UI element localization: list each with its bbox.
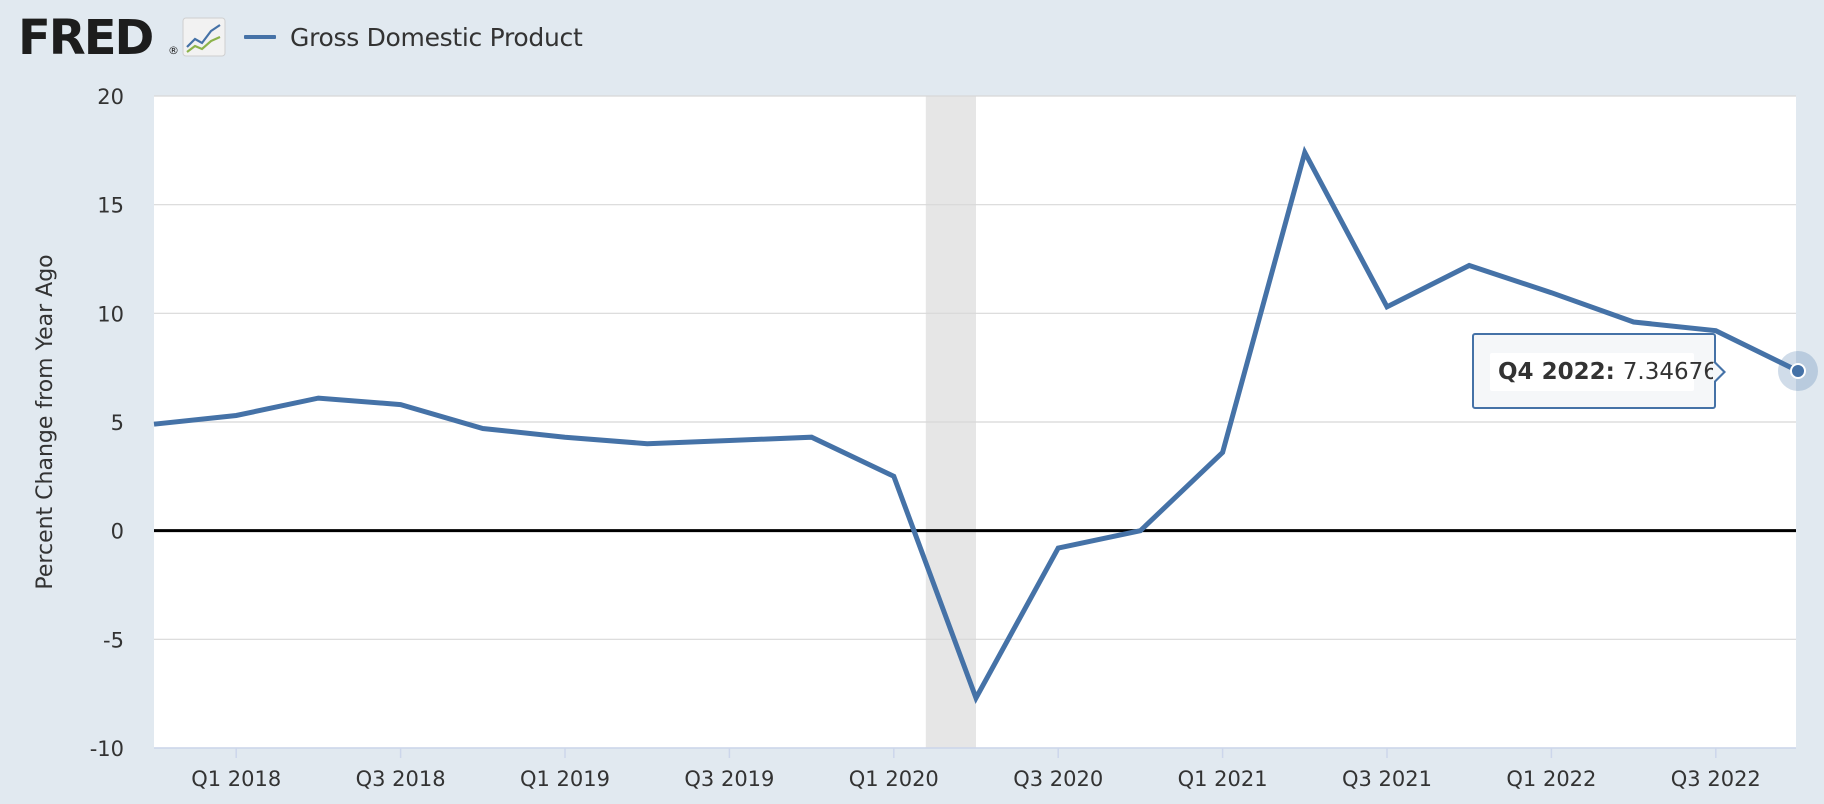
tooltip-label: Q4 2022: [1498, 359, 1615, 385]
line-graph-icon [182, 17, 226, 57]
legend-swatch [244, 35, 276, 39]
x-axis-ticks: Q1 2018 Q3 2018 Q1 2019 Q3 2019 Q1 2020 Q3 20… [191, 748, 1761, 791]
tooltip-content: Q4 2022: 7.34676 [1490, 353, 1718, 391]
x-tick-label: Q1 2020 [849, 767, 939, 791]
chart-legend[interactable]: Gross Domestic Product [244, 20, 583, 54]
y-tick-label: 0 [111, 520, 124, 544]
y-tick-label: 10 [97, 302, 124, 326]
y-tick-label: 15 [97, 194, 124, 218]
legend-label: Gross Domestic Product [290, 22, 583, 52]
tooltip-value: 7.34676 [1622, 359, 1718, 385]
data-tooltip: Q4 2022: 7.34676 [1472, 333, 1726, 409]
x-tick-label: Q3 2021 [1342, 767, 1432, 791]
x-tick-label: Q3 2022 [1671, 767, 1761, 791]
x-tick-label: Q1 2019 [520, 767, 610, 791]
hover-point[interactable] [1790, 362, 1806, 379]
registered-mark: ® [168, 44, 179, 57]
x-tick-label: Q3 2018 [356, 767, 446, 791]
tooltip-pointer-fill [1713, 362, 1723, 382]
y-axis-ticks: -10 -5 0 5 10 15 20 [90, 85, 124, 761]
y-tick-label: -5 [103, 628, 124, 652]
y-tick-label: 20 [97, 85, 124, 109]
chart-header: FRED ® Gross Domestic Product [0, 0, 1824, 80]
x-tick-label: Q3 2019 [684, 767, 774, 791]
x-tick-label: Q1 2022 [1506, 767, 1596, 791]
x-tick-label: Q3 2020 [1013, 767, 1103, 791]
x-tick-label: Q1 2018 [191, 767, 281, 791]
y-axis-title: Percent Change from Year Ago [33, 254, 58, 589]
series-line-gdp[interactable] [153, 145, 1800, 705]
y-tick-label: 5 [111, 411, 124, 435]
fred-logo[interactable]: FRED [18, 10, 154, 66]
y-tick-label: -10 [90, 737, 124, 761]
x-tick-label: Q1 2021 [1178, 767, 1268, 791]
